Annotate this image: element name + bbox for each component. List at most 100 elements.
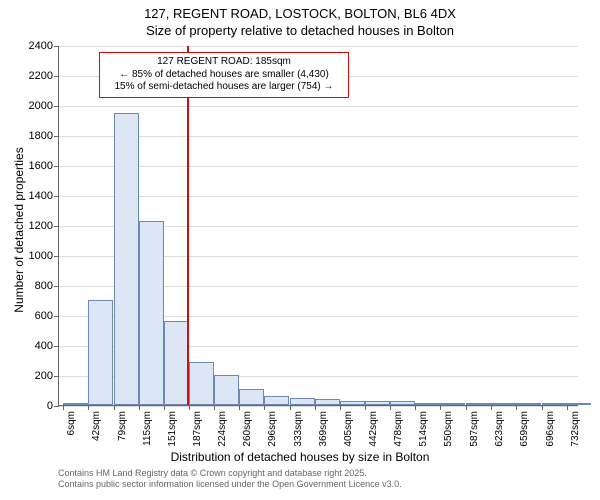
xtick-mark xyxy=(315,405,316,410)
xtick-label: 405sqm xyxy=(343,411,354,447)
xtick-label: 696sqm xyxy=(545,411,556,447)
xtick-label: 260sqm xyxy=(242,411,253,447)
xtick-mark xyxy=(189,405,190,410)
ytick-mark xyxy=(54,166,59,167)
xtick-label: 514sqm xyxy=(418,411,429,447)
histogram-bar xyxy=(415,403,440,405)
histogram-bar xyxy=(440,403,465,405)
ytick-label: 1000 xyxy=(29,250,53,262)
xtick-label: 550sqm xyxy=(443,411,454,447)
ytick-label: 800 xyxy=(35,280,53,292)
xtick-label: 732sqm xyxy=(570,411,581,447)
xtick-mark xyxy=(114,405,115,410)
ytick-label: 200 xyxy=(35,370,53,382)
annotation-line-3: 15% of semi-detached houses are larger (… xyxy=(106,81,342,94)
histogram-bar xyxy=(567,403,592,405)
xtick-mark xyxy=(567,405,568,410)
histogram-bar xyxy=(542,403,567,405)
histogram-bar xyxy=(340,401,365,406)
ytick-label: 600 xyxy=(35,310,53,322)
ytick-label: 1600 xyxy=(29,160,53,172)
xtick-mark xyxy=(516,405,517,410)
chart-container: { "title_line1": "127, REGENT ROAD, LOST… xyxy=(0,0,600,500)
ytick-mark xyxy=(54,346,59,347)
xtick-label: 115sqm xyxy=(142,411,153,446)
ytick-label: 400 xyxy=(35,340,53,352)
xtick-mark xyxy=(88,405,89,410)
xtick-label: 42sqm xyxy=(91,411,102,441)
xtick-label: 224sqm xyxy=(217,411,228,447)
marker-line xyxy=(187,46,189,405)
xtick-mark xyxy=(390,405,391,410)
gridline xyxy=(59,106,578,107)
xtick-label: 478sqm xyxy=(393,411,404,447)
x-axis-label: Distribution of detached houses by size … xyxy=(0,450,600,464)
xtick-label: 623sqm xyxy=(494,411,505,447)
ytick-label: 1800 xyxy=(29,130,53,142)
xtick-label: 659sqm xyxy=(519,411,530,447)
histogram-bar xyxy=(114,113,139,406)
ytick-mark xyxy=(54,406,59,407)
annotation-line-1: 127 REGENT ROAD: 185sqm xyxy=(106,56,342,69)
xtick-mark xyxy=(466,405,467,410)
ytick-label: 2400 xyxy=(29,40,53,52)
ytick-mark xyxy=(54,106,59,107)
footer-line-1: Contains HM Land Registry data © Crown c… xyxy=(58,468,402,479)
xtick-mark xyxy=(365,405,366,410)
plot-region: 0200400600800100012001400160018002000220… xyxy=(58,46,578,406)
histogram-bar xyxy=(214,375,239,405)
xtick-mark xyxy=(440,405,441,410)
histogram-bar xyxy=(390,401,415,405)
gridline xyxy=(59,46,578,47)
xtick-label: 79sqm xyxy=(117,411,128,441)
xtick-mark xyxy=(239,405,240,410)
xtick-label: 187sqm xyxy=(192,411,203,447)
histogram-bar xyxy=(239,389,264,406)
ytick-mark xyxy=(54,76,59,77)
xtick-label: 587sqm xyxy=(469,411,480,447)
histogram-bar xyxy=(315,399,340,405)
xtick-mark xyxy=(542,405,543,410)
ytick-mark xyxy=(54,256,59,257)
histogram-bar xyxy=(264,396,289,405)
chart-title: 127, REGENT ROAD, LOSTOCK, BOLTON, BL6 4… xyxy=(0,0,600,40)
histogram-bar xyxy=(164,321,189,405)
title-line-2: Size of property relative to detached ho… xyxy=(0,23,600,40)
xtick-label: 442sqm xyxy=(368,411,379,447)
ytick-mark xyxy=(54,196,59,197)
xtick-mark xyxy=(264,405,265,410)
annotation-line-2: ← 85% of detached houses are smaller (4,… xyxy=(106,69,342,82)
ytick-mark xyxy=(54,286,59,287)
y-axis-label: Number of detached properties xyxy=(12,147,26,312)
histogram-bar xyxy=(189,362,214,406)
ytick-mark xyxy=(54,376,59,377)
xtick-mark xyxy=(340,405,341,410)
ytick-label: 2000 xyxy=(29,100,53,112)
histogram-bar xyxy=(290,398,315,406)
ytick-label: 1400 xyxy=(29,190,53,202)
ytick-mark xyxy=(54,316,59,317)
ytick-mark xyxy=(54,46,59,47)
histogram-bar xyxy=(466,403,491,405)
xtick-mark xyxy=(491,405,492,410)
ytick-mark xyxy=(54,136,59,137)
histogram-bar xyxy=(491,403,516,405)
annotation-box: 127 REGENT ROAD: 185sqm← 85% of detached… xyxy=(99,52,349,98)
histogram-bar xyxy=(365,401,390,406)
xtick-mark xyxy=(214,405,215,410)
ytick-label: 0 xyxy=(47,400,53,412)
xtick-label: 369sqm xyxy=(318,411,329,447)
xtick-label: 296sqm xyxy=(267,411,278,447)
plot-area: 0200400600800100012001400160018002000220… xyxy=(58,46,578,406)
gridline xyxy=(59,406,578,407)
xtick-mark xyxy=(415,405,416,410)
histogram-bar xyxy=(516,403,541,405)
xtick-mark xyxy=(63,405,64,410)
ytick-mark xyxy=(54,226,59,227)
title-line-1: 127, REGENT ROAD, LOSTOCK, BOLTON, BL6 4… xyxy=(0,6,600,23)
xtick-mark xyxy=(290,405,291,410)
histogram-bar xyxy=(63,403,88,405)
ytick-label: 1200 xyxy=(29,220,53,232)
footer-attribution: Contains HM Land Registry data © Crown c… xyxy=(58,468,402,490)
xtick-label: 333sqm xyxy=(293,411,304,447)
